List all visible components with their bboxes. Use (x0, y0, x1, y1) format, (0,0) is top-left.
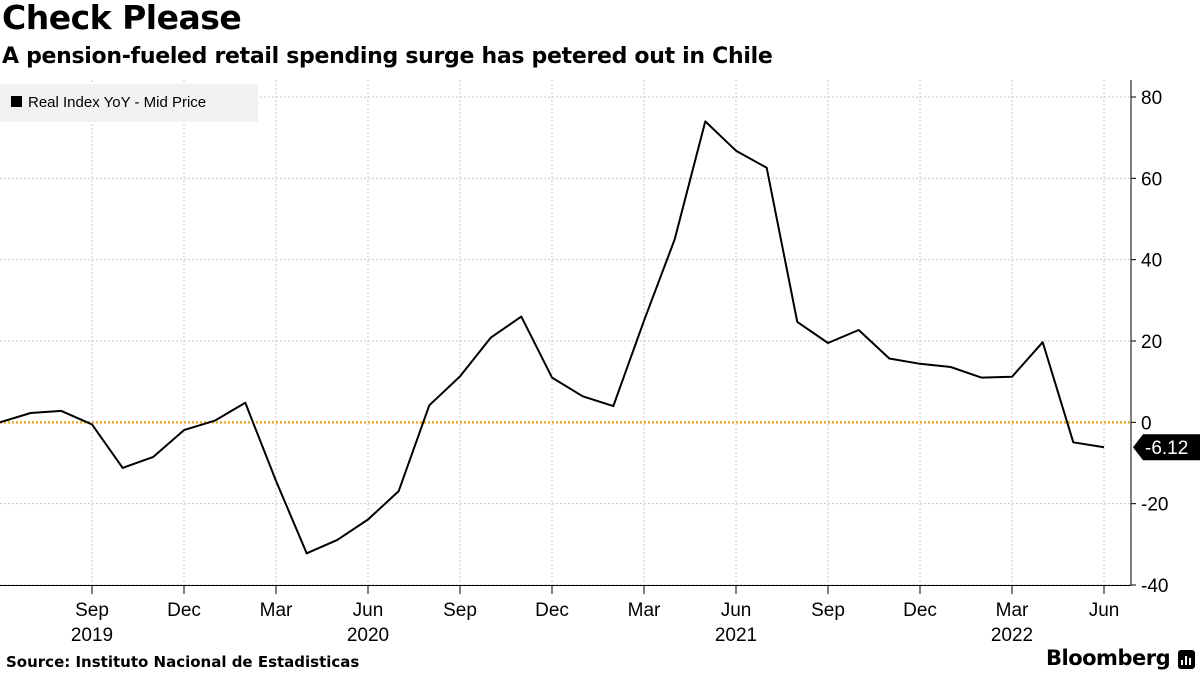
last-value-callout: -6.12 (1133, 434, 1200, 461)
x-tick-label: Sep (443, 600, 477, 621)
y-tick-label: 60 (1141, 169, 1162, 190)
chart-subtitle: A pension-fueled retail spending surge h… (2, 44, 773, 69)
y-tick-label: 0 (1141, 413, 1152, 434)
x-tick-label: Mar (628, 600, 661, 621)
x-tick-label: Jun (1089, 600, 1120, 621)
y-axis: 80 60 40 20 0 -20 -40 (0, 80, 1168, 597)
legend-swatch (11, 96, 22, 107)
x-tick-label: Dec (167, 600, 201, 621)
y-tick-label: 40 (1141, 251, 1162, 272)
x-year-label: 2020 (347, 625, 389, 646)
x-tick-label: Jun (353, 600, 384, 621)
x-tick-label: Mar (260, 600, 293, 621)
x-tick-label: Sep (811, 600, 845, 621)
legend: Real Index YoY - Mid Price (0, 84, 258, 122)
x-year-label: 2022 (991, 625, 1033, 646)
x-tick-label: Mar (996, 600, 1029, 621)
y-tick-label: -20 (1141, 495, 1168, 516)
x-axis: Sep 2019 Dec Mar Jun 2020 Sep Dec Mar Jun 2021 Sep D… (71, 586, 1119, 646)
y-tick-label: -40 (1141, 576, 1168, 597)
last-value-flag (1133, 434, 1200, 461)
source-note: Source: Instituto Nacional de Estadistic… (6, 653, 360, 671)
last-value-label: -6.12 (1145, 438, 1188, 459)
x-tick-label: Dec (535, 600, 569, 621)
y-tick-label: 20 (1141, 332, 1162, 353)
bloomberg-logo: Bloomberg (1046, 646, 1171, 670)
y-tick-label: 80 (1141, 88, 1162, 109)
x-tick-label: Jun (721, 600, 752, 621)
grid (0, 80, 1131, 586)
chart-title: Check Please (2, 0, 242, 37)
x-year-label: 2019 (71, 625, 113, 646)
bloomberg-terminal-icon (1178, 650, 1195, 669)
x-tick-label: Sep (75, 600, 109, 621)
x-tick-label: Dec (903, 600, 937, 621)
legend-background (0, 84, 258, 122)
series-layer (0, 120, 1105, 555)
legend-label: Real Index YoY - Mid Price (28, 94, 206, 111)
x-year-label: 2021 (715, 625, 757, 646)
